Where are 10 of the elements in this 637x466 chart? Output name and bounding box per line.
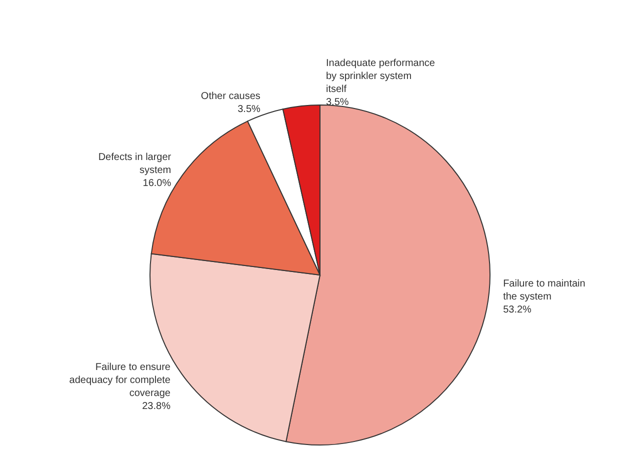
data-label: 23.8% [142,401,171,412]
data-label: 16.0% [142,178,172,189]
data-label: 3.5% [326,97,349,108]
slice-label: Inadequate performance by sprinkler system itself [326,58,436,96]
slice-label: Failure to maintain the system [503,278,586,302]
slice-label: Defects in larger system [98,152,172,176]
slice-label: Failure to ensure adequacy for complete coverage [69,362,171,400]
slice-label: Other causes [200,90,260,102]
data-label: 3.5% [238,104,261,115]
data-label: 53.2% [503,304,532,316]
